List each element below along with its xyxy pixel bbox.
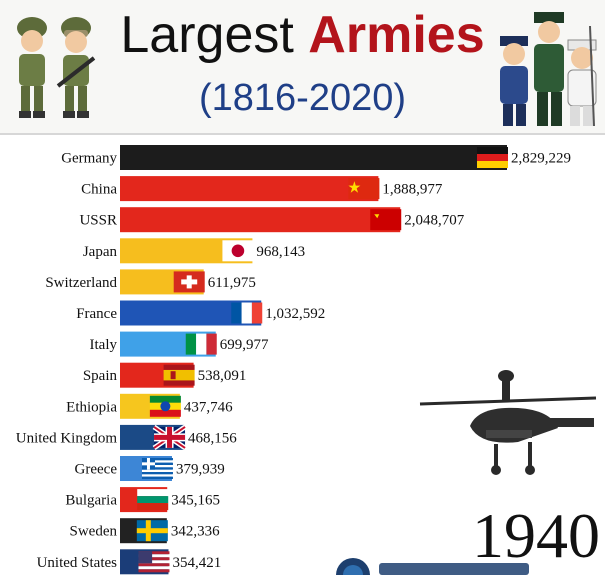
value-label: 468,156 — [188, 430, 237, 446]
category-label: Italy — [90, 337, 118, 353]
flag-ethiopia-icon — [149, 395, 181, 417]
value-label: 379,939 — [176, 462, 225, 478]
category-label: China — [81, 182, 117, 198]
flag-greece-icon — [141, 458, 173, 479]
value-label: 1,032,592 — [265, 306, 325, 322]
year-label: 1940 — [472, 500, 600, 571]
value-label: 354,421 — [172, 555, 221, 571]
bar-chart: Germany 2,829,229 China 1,888,977 USSR 2,048,… — [16, 145, 571, 575]
value-label: 345,165 — [171, 493, 220, 509]
chart-title: Largest Armies — [0, 4, 605, 66]
title-word-2: Armies — [308, 6, 485, 64]
value-label: 2,829,229 — [511, 151, 571, 167]
category-label: Ethiopia — [66, 399, 117, 415]
title-word-1: Largest — [120, 6, 294, 64]
category-label: Germany — [61, 151, 117, 167]
flag-italy-icon — [185, 333, 217, 355]
value-label: 538,091 — [198, 368, 247, 384]
category-label: USSR — [79, 213, 117, 229]
flag-bulgaria-icon — [137, 489, 169, 511]
flag-ussr-icon — [370, 209, 402, 231]
flag-united-kingdom-icon — [152, 424, 187, 450]
category-label: United States — [37, 555, 118, 571]
flag-spain-icon — [163, 364, 195, 386]
category-label: Bulgaria — [65, 493, 117, 509]
flag-united-states-icon — [138, 551, 170, 573]
category-label: Greece — [75, 462, 118, 478]
value-label: 968,143 — [256, 244, 305, 260]
helicopter-illustration — [419, 370, 597, 475]
chart-subtitle: (1816-2020) — [198, 77, 407, 119]
flag-china-icon — [348, 178, 380, 200]
value-label: 2,048,707 — [404, 213, 465, 229]
value-label: 611,975 — [208, 275, 256, 291]
category-label: France — [76, 306, 117, 322]
value-label: 699,977 — [220, 337, 269, 353]
flag-france-icon — [231, 302, 263, 324]
bar-germany — [120, 145, 507, 170]
chart-header: Largest Armies (1816-2020) — [0, 0, 605, 135]
category-label: Japan — [83, 244, 118, 260]
soldiers-right-illustration — [500, 12, 597, 127]
flag-switzerland-icon — [173, 271, 205, 293]
category-label: Switzerland — [45, 275, 117, 291]
category-label: United Kingdom — [16, 430, 118, 446]
value-label: 437,746 — [184, 399, 233, 415]
category-label: Spain — [83, 368, 118, 384]
soldiers-left-illustration — [17, 17, 96, 118]
value-label: 342,336 — [171, 524, 220, 540]
bar-ussr — [120, 207, 401, 233]
category-label: Sweden — [70, 524, 118, 540]
value-label: 1,888,977 — [382, 182, 443, 198]
flag-japan-icon — [222, 240, 254, 262]
flag-germany-icon — [477, 147, 508, 168]
channel-logo-partial — [336, 558, 529, 575]
bar-china — [120, 176, 379, 202]
flag-sweden-icon — [136, 520, 168, 542]
